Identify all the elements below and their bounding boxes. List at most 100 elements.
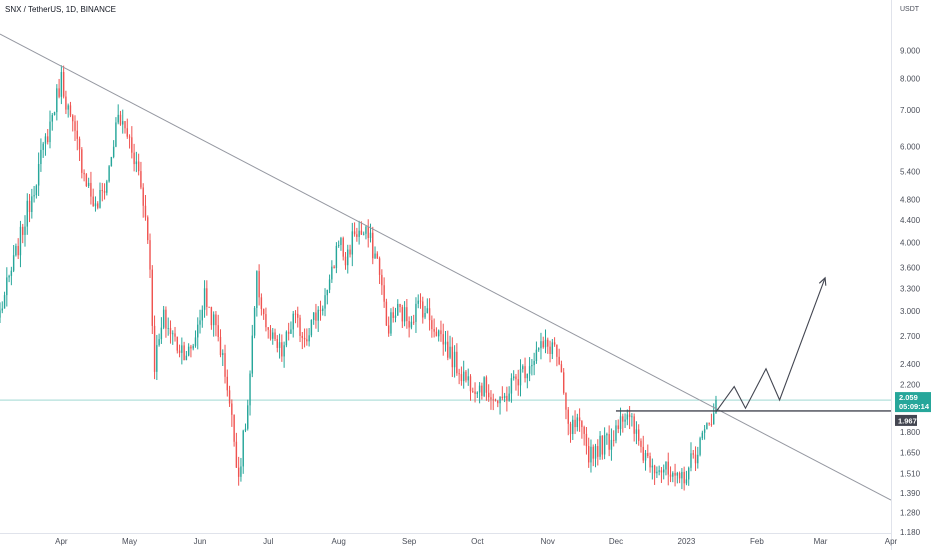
candle-body bbox=[685, 479, 688, 484]
candle bbox=[385, 298, 388, 327]
candle bbox=[542, 336, 544, 349]
candle-body bbox=[56, 88, 58, 113]
descending-trendline bbox=[0, 33, 892, 501]
candle bbox=[322, 305, 324, 316]
candle bbox=[444, 331, 447, 352]
candle-body bbox=[562, 372, 565, 393]
candle bbox=[256, 270, 258, 317]
candle bbox=[331, 260, 333, 283]
candle-body bbox=[0, 310, 1, 318]
candle-body bbox=[344, 256, 347, 266]
candle-body bbox=[417, 300, 419, 304]
candle bbox=[83, 169, 85, 182]
candle bbox=[535, 341, 538, 364]
candle-body bbox=[440, 330, 442, 335]
candle-body bbox=[183, 345, 185, 361]
candle-body bbox=[617, 425, 619, 429]
candle bbox=[197, 317, 199, 350]
candle bbox=[531, 359, 533, 376]
candle-body bbox=[506, 395, 508, 401]
candle bbox=[247, 399, 249, 431]
candle bbox=[158, 333, 160, 347]
candle-body bbox=[585, 433, 588, 447]
candle bbox=[281, 334, 283, 362]
candle bbox=[667, 452, 669, 486]
candle-body bbox=[383, 285, 385, 302]
candle bbox=[349, 244, 351, 258]
candle-body bbox=[549, 346, 551, 354]
candle bbox=[467, 368, 469, 386]
candle-body bbox=[317, 309, 319, 321]
candle-body bbox=[399, 303, 401, 308]
candle-body bbox=[260, 297, 263, 309]
candle bbox=[81, 147, 83, 179]
candle-body bbox=[308, 335, 310, 342]
candle-body bbox=[124, 121, 126, 129]
candle bbox=[126, 118, 128, 139]
candle bbox=[208, 306, 210, 308]
candle bbox=[651, 458, 654, 480]
candle-body bbox=[342, 238, 344, 257]
candle bbox=[440, 320, 442, 342]
candle-body bbox=[12, 255, 15, 271]
candle bbox=[128, 134, 131, 149]
candle bbox=[469, 374, 472, 401]
candle-body bbox=[137, 161, 140, 172]
candle bbox=[137, 153, 140, 176]
candle bbox=[497, 400, 499, 408]
candle bbox=[110, 156, 113, 167]
candle-body bbox=[301, 335, 304, 338]
candle-body bbox=[162, 309, 165, 328]
candle bbox=[133, 143, 135, 172]
candle bbox=[28, 194, 31, 223]
candle bbox=[433, 318, 435, 338]
candle bbox=[392, 306, 394, 323]
candle bbox=[19, 220, 22, 268]
y-tick-label: 1.280 bbox=[900, 509, 921, 518]
y-tick-label: 6.000 bbox=[900, 143, 921, 152]
candle-body bbox=[472, 391, 474, 392]
candle-body bbox=[517, 379, 519, 386]
candle-body bbox=[540, 341, 542, 349]
candle-body bbox=[294, 313, 297, 315]
candle bbox=[456, 343, 458, 376]
candle-body bbox=[542, 341, 544, 348]
candle-body bbox=[319, 309, 322, 311]
candle-body bbox=[458, 373, 460, 375]
candle bbox=[658, 465, 660, 476]
candle bbox=[608, 425, 610, 457]
candle-body bbox=[612, 439, 615, 441]
candle-body bbox=[208, 306, 210, 308]
candle-body bbox=[394, 315, 397, 318]
candle-body bbox=[597, 446, 599, 457]
candle-body bbox=[172, 333, 174, 335]
candle bbox=[253, 306, 256, 339]
candle-body bbox=[578, 417, 581, 422]
candle bbox=[465, 369, 467, 383]
candle-body bbox=[94, 203, 97, 207]
candle bbox=[3, 291, 6, 309]
candle-body bbox=[40, 149, 42, 165]
candle bbox=[524, 357, 526, 383]
candle bbox=[344, 252, 347, 270]
candle bbox=[122, 109, 124, 134]
candle bbox=[135, 151, 138, 173]
candle bbox=[365, 225, 367, 240]
candle bbox=[319, 300, 322, 321]
candle-body bbox=[22, 226, 24, 235]
candle-body bbox=[451, 346, 454, 368]
candle bbox=[35, 184, 38, 199]
candle-body bbox=[669, 474, 672, 477]
candle bbox=[624, 413, 626, 429]
candle-body bbox=[131, 137, 133, 153]
candle bbox=[262, 308, 265, 320]
candle-body bbox=[47, 136, 49, 143]
candle bbox=[492, 393, 494, 411]
candle-body bbox=[356, 234, 358, 237]
candle-body bbox=[90, 182, 92, 197]
candle bbox=[78, 136, 81, 161]
candle bbox=[499, 396, 501, 415]
candle-body bbox=[272, 332, 274, 339]
